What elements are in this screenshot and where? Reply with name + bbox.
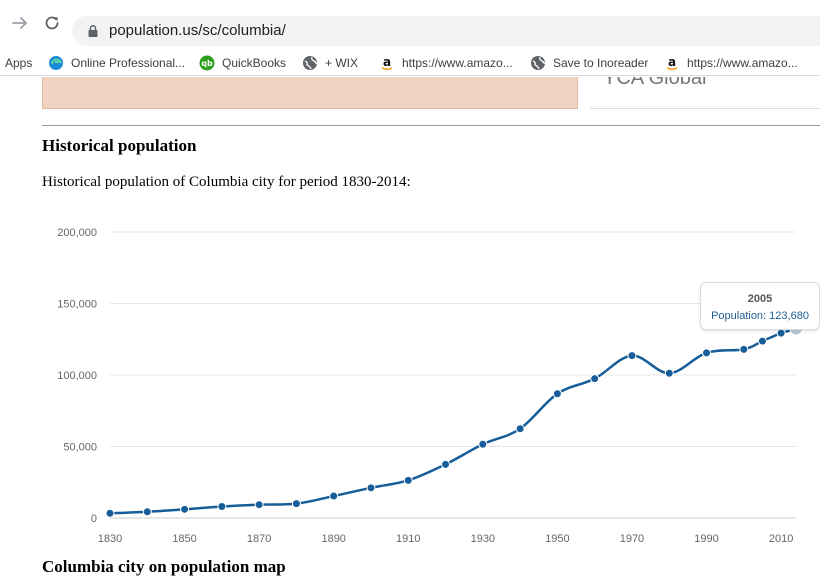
bookmark-label: https://www.amazo... bbox=[402, 56, 513, 70]
svg-text:a: a bbox=[668, 55, 676, 69]
reload-icon bbox=[45, 16, 59, 30]
bookmark-quickbooks[interactable]: qb QuickBooks bbox=[199, 53, 286, 73]
data-point bbox=[664, 368, 674, 378]
data-point bbox=[217, 501, 227, 511]
page-content: YCA Global Historical population Histori… bbox=[0, 77, 820, 579]
ad-text: YCA Global bbox=[603, 77, 707, 89]
browser-toolbar: population.us/sc/columbia/ bbox=[0, 0, 820, 46]
bookmark-amazon-1[interactable]: a https://www.amazo... bbox=[379, 53, 513, 73]
tooltip-label: Population: bbox=[711, 310, 767, 322]
tooltip-value: 123,680 bbox=[769, 310, 809, 322]
svg-text:a: a bbox=[383, 55, 391, 69]
bookmark-wix[interactable]: + WIX bbox=[302, 53, 358, 73]
data-point bbox=[254, 500, 264, 510]
bookmark-label: Online Professional... bbox=[71, 56, 186, 70]
data-point bbox=[478, 439, 488, 449]
bookmark-label: Apps bbox=[5, 56, 33, 70]
x-tick-label: 1990 bbox=[694, 533, 718, 545]
tooltip-value-line: Population: 123,680 bbox=[701, 310, 819, 322]
globe-icon bbox=[302, 55, 318, 71]
x-tick-label: 1950 bbox=[545, 533, 569, 545]
x-tick-label: 1870 bbox=[247, 533, 271, 545]
bookmark-inoreader[interactable]: Save to Inoreader bbox=[530, 53, 648, 73]
data-point bbox=[142, 507, 152, 517]
data-point bbox=[403, 475, 413, 485]
x-tick-label: 1890 bbox=[321, 533, 345, 545]
bookmark-amazon-2[interactable]: a https://www.amazo... bbox=[664, 53, 798, 73]
y-tick-label: 150,000 bbox=[57, 299, 97, 311]
bookmark-label: QuickBooks bbox=[222, 56, 287, 70]
arrow-right-icon bbox=[12, 17, 27, 29]
amazon-icon: a bbox=[664, 55, 680, 71]
data-point bbox=[702, 348, 712, 358]
tooltip-year: 2005 bbox=[747, 293, 773, 305]
data-point bbox=[329, 491, 339, 501]
x-tick-label: 1970 bbox=[620, 533, 644, 545]
edge-icon bbox=[48, 55, 64, 71]
x-tick-label: 1830 bbox=[98, 533, 122, 545]
data-point bbox=[757, 336, 767, 346]
bookmark-label: https://www.amazo... bbox=[687, 56, 798, 70]
bookmark-apps[interactable]: Apps bbox=[5, 53, 32, 73]
url-text: population.us/sc/columbia/ bbox=[109, 22, 286, 39]
section-title: Historical population bbox=[42, 136, 197, 155]
data-point bbox=[739, 344, 749, 354]
reload-button[interactable] bbox=[42, 13, 62, 33]
y-tick-label: 200,000 bbox=[57, 227, 97, 239]
data-point bbox=[180, 504, 190, 514]
section-description: Historical population of Columbia city f… bbox=[42, 174, 411, 190]
forward-button[interactable] bbox=[10, 13, 30, 33]
next-section-title: Columbia city on population map bbox=[42, 557, 286, 576]
data-point bbox=[105, 508, 115, 518]
bookmarks-bar: Apps Online Professional... qb QuickBook… bbox=[0, 48, 820, 76]
data-point bbox=[590, 374, 600, 384]
x-tick-label: 1910 bbox=[396, 533, 420, 545]
data-point bbox=[441, 459, 451, 469]
quickbooks-icon: qb bbox=[199, 55, 215, 71]
y-tick-label: 100,000 bbox=[57, 370, 97, 382]
address-bar[interactable]: population.us/sc/columbia/ bbox=[72, 16, 820, 46]
data-point bbox=[776, 328, 786, 338]
data-point bbox=[515, 424, 525, 434]
population-chart: 0 50,000 100,000 150,000 200,000 1830 1850 1870… bbox=[57, 227, 803, 545]
ad-banner[interactable] bbox=[42, 77, 578, 109]
bookmark-label: + WIX bbox=[325, 56, 359, 70]
y-tick-label: 50,000 bbox=[63, 442, 97, 454]
chart-tooltip: 2005 Population: 123,680 bbox=[700, 282, 820, 330]
x-tick-label: 1850 bbox=[172, 533, 196, 545]
globe-icon bbox=[530, 55, 546, 71]
series-line bbox=[109, 327, 797, 515]
amazon-icon: a bbox=[379, 55, 395, 71]
divider bbox=[590, 108, 820, 109]
data-point bbox=[627, 351, 637, 361]
data-point bbox=[291, 499, 301, 509]
data-point bbox=[552, 389, 562, 399]
svg-text:qb: qb bbox=[201, 59, 213, 68]
x-tick-label: 1930 bbox=[471, 533, 495, 545]
data-point bbox=[366, 483, 376, 493]
lock-icon bbox=[88, 24, 98, 37]
x-tick-label: 2010 bbox=[769, 533, 793, 545]
section-divider bbox=[42, 125, 820, 126]
bookmark-label: Save to Inoreader bbox=[553, 56, 649, 70]
bookmark-online-professional[interactable]: Online Professional... bbox=[48, 53, 185, 73]
y-tick-label: 0 bbox=[91, 513, 97, 525]
